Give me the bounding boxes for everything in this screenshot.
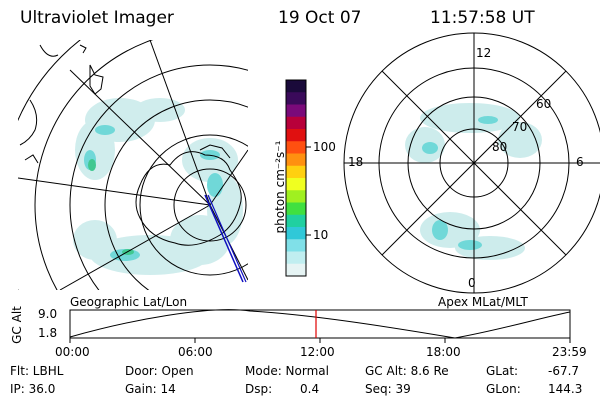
time-tick-0600: 06:00 [178, 345, 213, 359]
date-label: 19 Oct 07 [278, 8, 362, 28]
gain-status: Gain: 14 [125, 382, 176, 396]
colorbar-band [286, 116, 306, 130]
glat-label: GLat: [486, 364, 519, 378]
colorbar-tick-100: 100 [313, 140, 336, 154]
colorbar-band [286, 153, 306, 167]
colorbar-band [286, 104, 306, 118]
mlat-label-80: 80 [492, 140, 508, 154]
altitude-ytick-bottom: 1.8 [38, 326, 58, 340]
altitude-ylabel: GC Alt [10, 306, 24, 344]
colorbar-band [286, 239, 306, 252]
mlt-label-18: 18 [348, 155, 364, 169]
ip-status: IP: 36.0 [10, 382, 56, 396]
time-tick-0000: 00:00 [55, 345, 90, 359]
colorbar-band [286, 190, 306, 203]
door-status: Door: Open [125, 364, 194, 378]
glon-value: 144.3 [548, 382, 583, 396]
dsp-value: 0.4 [300, 382, 320, 396]
colorbar-band [286, 214, 306, 228]
mode-status: Mode: Normal [245, 364, 329, 378]
colorbar-unit-label: photon cm⁻²s⁻¹ [273, 140, 287, 234]
dsp-label: Dsp: [245, 382, 273, 396]
time-label: 11:57:58 UT [430, 8, 535, 28]
geographic-map [18, 40, 248, 290]
mlt-label-0: 0 [468, 276, 476, 290]
colorbar [286, 80, 306, 277]
mlat-label-60: 60 [536, 97, 552, 111]
colorbar-band [286, 92, 306, 105]
colorbar-band [286, 178, 306, 191]
time-tick-1800: 18:00 [426, 345, 461, 359]
mlt-label-12: 12 [476, 46, 492, 60]
apex-caption: Apex MLat/MLT [438, 295, 528, 309]
colorbar-band [286, 141, 306, 154]
mlat-label-70: 70 [512, 120, 528, 134]
colorbar-band [286, 202, 306, 216]
colorbar-tick-10: 10 [313, 228, 329, 242]
colorbar-band [286, 80, 306, 93]
seq-status: Seq: 39 [365, 382, 411, 396]
time-tick-2359: 23:59 [552, 345, 587, 359]
glat-value: -67.7 [548, 364, 580, 378]
gc-alt-status: GC Alt: 8.6 Re [365, 364, 449, 378]
altitude-plot [69, 309, 571, 343]
polar-mlt-map [343, 32, 600, 294]
glon-label: GLon: [486, 382, 521, 396]
time-tick-1200: 12:00 [300, 345, 335, 359]
colorbar-band [286, 263, 306, 277]
geographic-caption: Geographic Lat/Lon [70, 295, 188, 309]
instrument-title: Ultraviolet Imager [20, 8, 174, 28]
mlt-label-6: 6 [576, 155, 584, 169]
altitude-ytick-top: 9.0 [38, 307, 58, 321]
colorbar-band [286, 227, 306, 240]
colorbar-band [286, 165, 306, 179]
colorbar-band [286, 129, 306, 142]
filter-status: Flt: LBHL [10, 364, 64, 378]
colorbar-band [286, 251, 306, 265]
